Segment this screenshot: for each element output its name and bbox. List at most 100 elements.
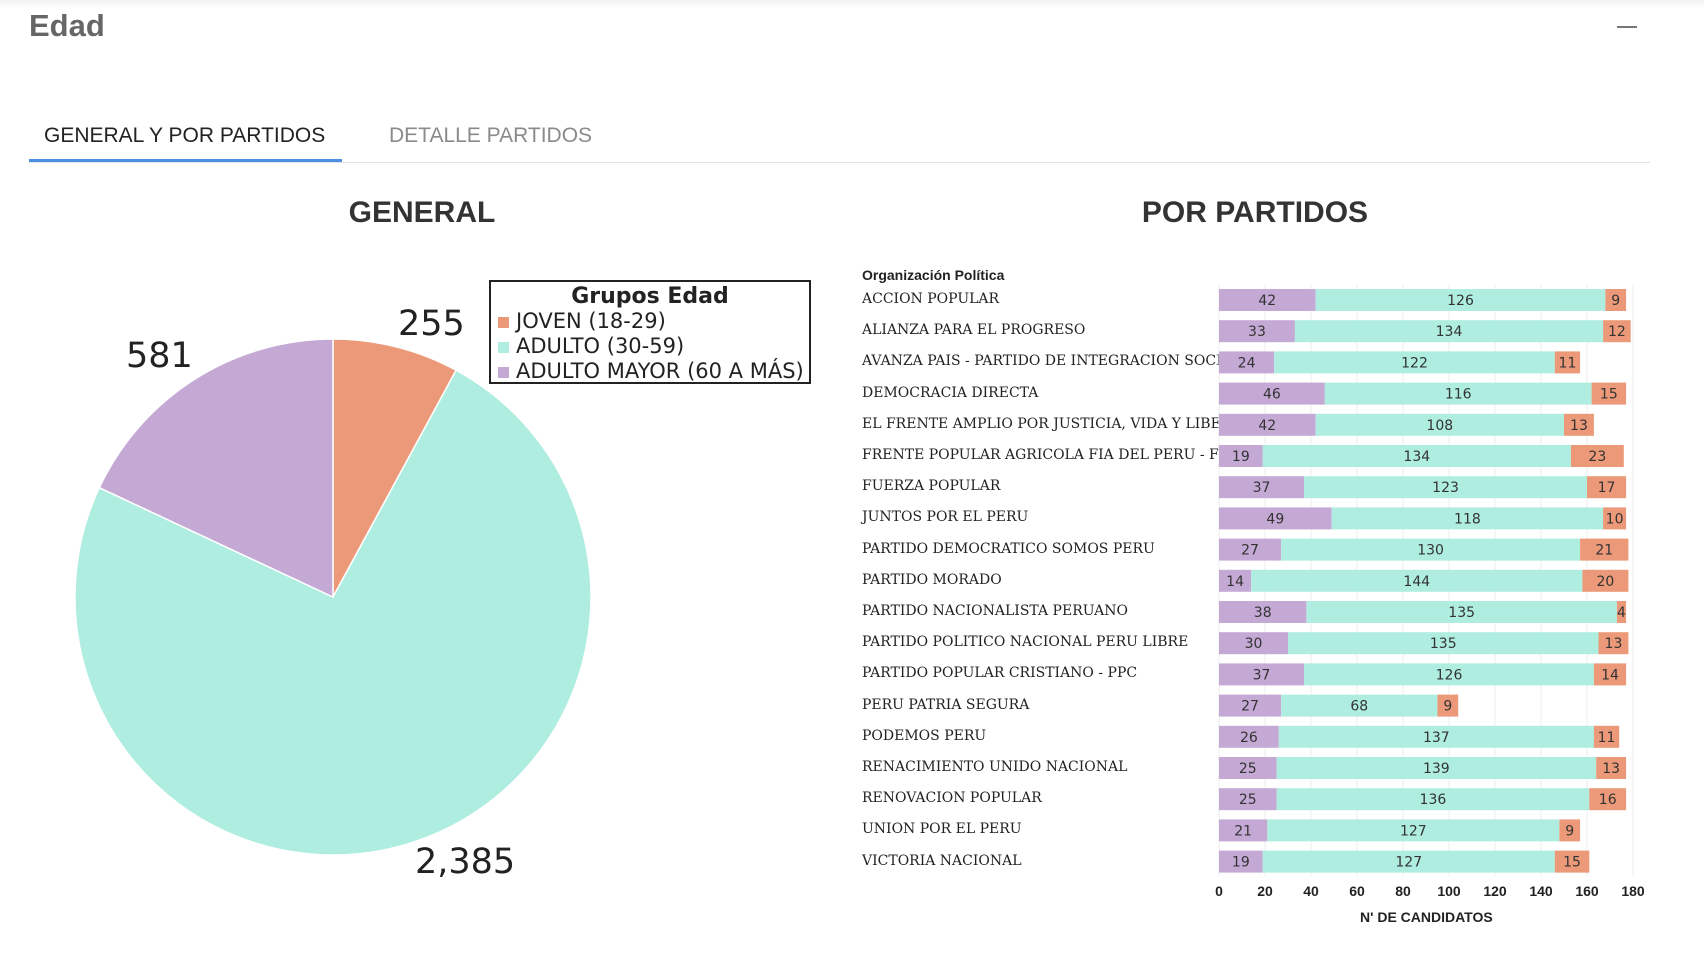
bar-value-label-mayor: 27: [1241, 699, 1259, 715]
bar-value-label-mayor: 38: [1254, 605, 1272, 621]
bar-value-label-mayor: 30: [1245, 636, 1263, 652]
bar-segment-adulto: [1331, 507, 1604, 530]
minimize-icon[interactable]: [1614, 10, 1640, 40]
tab-detalle-partidos[interactable]: DETALLE PARTIDOS: [389, 124, 593, 147]
legend-swatch-mayor: [498, 367, 509, 378]
bar-value-label-mayor: 42: [1258, 293, 1276, 309]
bar-segment-mayor: [1219, 538, 1282, 561]
bar-category-label: EL FRENTE AMPLIO POR JUSTICIA, VIDA Y LI…: [862, 415, 1261, 432]
x-tick-label: 180: [1621, 883, 1645, 899]
x-tick-label: 20: [1257, 883, 1273, 899]
bar-value-label-adulto: 126: [1436, 667, 1463, 683]
bar-category-label: PERU PATRIA SEGURA: [862, 696, 1030, 713]
bar-value-label-adulto: 118: [1454, 511, 1481, 527]
bar-value-label-adulto: 135: [1448, 605, 1475, 621]
bar-value-label-mayor: 42: [1258, 418, 1276, 434]
bar-segment-mayor: [1219, 725, 1279, 748]
bar-segment-adulto: [1294, 320, 1604, 343]
bar-value-label-joven: 21: [1595, 543, 1613, 559]
bar-value-label-mayor: 33: [1248, 324, 1266, 340]
bar-segment-joven: [1559, 819, 1581, 842]
bar-value-label-adulto: 144: [1403, 574, 1430, 590]
x-tick-label: 100: [1437, 883, 1461, 899]
bar-segment-adulto: [1304, 663, 1594, 686]
bar-segment-joven: [1591, 382, 1627, 405]
bar-value-label-adulto: 122: [1401, 355, 1428, 371]
bar-category-label: FRENTE POPULAR AGRICOLA FIA DEL PERU - F…: [862, 447, 1268, 463]
bar-segment-joven: [1605, 289, 1627, 311]
bar-segment-adulto: [1278, 725, 1594, 748]
bar-segment-mayor: [1219, 382, 1325, 405]
pie-label-adulto: 2,385: [415, 842, 516, 882]
bar-segment-adulto: [1306, 601, 1617, 623]
bar-segment-adulto: [1281, 694, 1438, 717]
legend-label-joven: JOVEN (18-29): [516, 309, 666, 333]
bar-category-label: RENOVACION POPULAR: [862, 790, 1042, 807]
bar-category-label: ACCION POPULAR: [862, 291, 1000, 307]
bar-value-label-mayor: 25: [1239, 761, 1257, 777]
x-tick-label: 0: [1215, 883, 1223, 899]
bar-value-label-joven: 9: [1611, 293, 1620, 309]
legend-label-mayor: ADULTO MAYOR (60 A MÁS): [516, 359, 804, 383]
bar-segment-joven: [1593, 663, 1627, 686]
bar-category-label: PARTIDO NACIONALISTA PERUANO: [862, 603, 1128, 619]
bar-value-label-adulto: 130: [1417, 543, 1444, 559]
bar-value-label-joven: 9: [1443, 699, 1452, 715]
bar-x-axis-label: N' DE CANDIDATOS: [1360, 909, 1493, 925]
bar-y-axis-header: Organización Política: [862, 267, 1005, 283]
pie-slice-joven: [332, 338, 458, 598]
legend-item-mayor: ADULTO MAYOR (60 A MÁS): [491, 359, 809, 384]
bar-category-label: PARTIDO MORADO: [862, 571, 1002, 588]
bar-segment-mayor: [1219, 320, 1295, 343]
bar-segment-adulto: [1276, 788, 1590, 811]
bar-segment-joven: [1593, 725, 1620, 748]
bar-segment-mayor: [1219, 507, 1332, 530]
legend-swatch-joven: [498, 317, 509, 328]
bar-segment-joven: [1582, 569, 1629, 592]
bar-value-label-joven: 17: [1598, 480, 1616, 496]
bar-segment-adulto: [1324, 382, 1592, 405]
bar-segment-mayor: [1219, 694, 1282, 717]
bar-value-label-adulto: 123: [1432, 480, 1459, 496]
bar-segment-joven: [1580, 538, 1629, 561]
bar-segment-joven: [1603, 320, 1631, 343]
legend-swatch-adulto: [498, 342, 509, 353]
bar-category-label: PARTIDO DEMOCRATICO SOMOS PERU: [862, 540, 1155, 557]
bar-segment-mayor: [1219, 351, 1275, 374]
bar-category-label: RENACIMIENTO UNIDO NACIONAL: [862, 759, 1128, 775]
legend-title: Grupos Edad: [571, 284, 729, 309]
bar-value-label-adulto: 134: [1436, 324, 1463, 340]
bar-segment-mayor: [1219, 289, 1316, 311]
bar-segment-mayor: [1219, 757, 1277, 779]
x-tick-label: 140: [1529, 883, 1553, 899]
bar-segment-mayor: [1219, 850, 1263, 873]
bar-value-label-mayor: 24: [1238, 355, 1256, 371]
pie-label-mayor: 581: [126, 336, 193, 376]
pie-legend: Grupos Edad JOVEN (18-29) ADULTO (30-59)…: [489, 280, 811, 384]
bar-category-label: AVANZA PAIS - PARTIDO DE INTEGRACION SOC…: [862, 353, 1241, 370]
bar-segment-mayor: [1219, 788, 1277, 811]
bar-segment-adulto: [1281, 538, 1581, 561]
bar-segment-adulto: [1276, 757, 1597, 779]
pie-label-joven: 255: [398, 304, 465, 344]
bar-category-label: VICTORIA NACIONAL: [862, 852, 1022, 869]
tab-general-y-por-partidos[interactable]: GENERAL Y POR PARTIDOS: [44, 124, 326, 147]
bar-segment-mayor: [1219, 663, 1305, 686]
tab-bar: GENERAL Y POR PARTIDOS DETALLE PARTIDOS: [29, 112, 1650, 163]
bar-segment-adulto: [1304, 476, 1587, 499]
x-tick-label: 80: [1395, 883, 1411, 899]
bar-value-label-joven: 12: [1608, 324, 1626, 340]
bar-value-label-adulto: 134: [1403, 449, 1430, 465]
bar-segment-adulto: [1262, 850, 1555, 873]
bar-segment-joven: [1616, 601, 1627, 623]
legend-item-adulto: ADULTO (30-59): [491, 334, 809, 359]
bar-segment-mayor: [1219, 601, 1307, 623]
bar-value-label-adulto: 108: [1426, 418, 1453, 434]
bar-segment-joven: [1603, 507, 1627, 530]
bar-segment-adulto: [1267, 819, 1560, 842]
bar-segment-joven: [1570, 445, 1624, 467]
bar-segment-adulto: [1288, 632, 1599, 655]
top-shadow: [0, 0, 1704, 8]
page-title: Edad: [29, 8, 105, 43]
bar-value-label-adulto: 116: [1445, 387, 1472, 403]
